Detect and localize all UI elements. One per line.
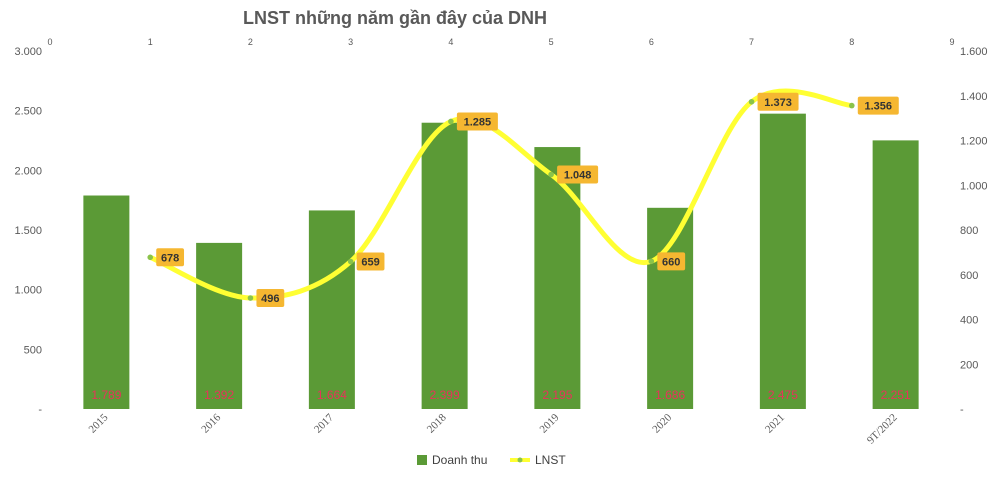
left-tick-label: 3.000 <box>14 46 42 58</box>
lnst-value-label: 1.373 <box>764 97 792 109</box>
lnst-value-label: 1.048 <box>564 170 592 182</box>
category-label: 2021 <box>763 412 787 436</box>
legend-label-doanh-thu: Doanh thu <box>432 453 487 467</box>
lnst-point <box>448 118 454 125</box>
lnst-label-box <box>356 252 385 271</box>
bar-data-labels: 1.789 1.392 1.664 2.399 2.195 1.686 2.475 2.251 <box>91 388 911 402</box>
bar-value-label: 2.195 <box>542 388 572 402</box>
bar-value-label: 2.475 <box>768 388 798 402</box>
top-tick-label: 3 <box>348 37 353 47</box>
top-tick-label: 9 <box>949 37 954 47</box>
left-tick-label: 2.500 <box>14 106 42 118</box>
bar-value-label: 1.789 <box>91 388 121 402</box>
right-tick-label: 1.000 <box>960 180 988 192</box>
bar <box>196 242 243 409</box>
bar <box>308 210 355 409</box>
top-tick-label: 4 <box>448 37 453 47</box>
bar-value-label: 2.399 <box>430 388 460 402</box>
top-tick-label: 8 <box>849 37 854 47</box>
top-x-axis: 0 1 2 3 4 5 6 7 8 9 <box>47 37 954 47</box>
right-tick-label: 600 <box>960 270 978 282</box>
lnst-point <box>748 98 755 105</box>
top-tick-label: 6 <box>649 37 654 47</box>
left-tick-label: 500 <box>24 344 42 356</box>
lnst-value-label: 660 <box>662 256 680 268</box>
lnst-point <box>347 258 354 265</box>
right-tick-label: - <box>960 404 964 416</box>
top-tick-label: 5 <box>549 37 554 47</box>
right-tick-label: 1.400 <box>960 91 988 103</box>
left-tick-label: 1.500 <box>14 225 42 237</box>
category-label: 2019 <box>537 411 561 435</box>
category-axis-labels: 2015 2016 2017 2018 2019 2020 2021 9T/2022 <box>86 411 899 446</box>
right-tick-label: 800 <box>960 225 978 237</box>
category-label: 2020 <box>650 411 674 435</box>
lnst-label-box <box>657 252 686 271</box>
left-y-axis: 3.000 2.500 2.000 1.500 1.000 500 - <box>14 46 42 416</box>
bar <box>534 147 581 409</box>
left-tick-label: 2.000 <box>14 165 42 177</box>
lnst-label-box <box>256 289 285 308</box>
bar <box>759 113 806 410</box>
legend-swatch-doanh-thu <box>417 455 427 465</box>
lnst-point <box>848 102 855 109</box>
lnst-value-label: 678 <box>161 252 179 264</box>
lnst-value-label: 496 <box>261 293 279 305</box>
lnst-point <box>548 171 554 178</box>
bar <box>872 140 919 409</box>
line-data-labels: 678 496 659 1.285 1.048 660 1.373 1.356 <box>156 92 899 308</box>
category-label: 2015 <box>86 411 110 435</box>
left-tick-label: - <box>38 404 42 416</box>
lnst-point <box>247 295 254 301</box>
top-tick-label: 1 <box>148 37 153 47</box>
lnst-line <box>147 88 855 301</box>
lnst-value-label: 1.356 <box>865 101 893 113</box>
top-tick-label: 7 <box>749 37 754 47</box>
top-tick-label: 0 <box>47 37 52 47</box>
category-label: 9T/2022 <box>865 412 900 447</box>
lnst-label-box <box>757 92 799 111</box>
bar-value-label: 1.392 <box>204 388 234 402</box>
lnst-point <box>147 254 154 261</box>
right-tick-label: 1.200 <box>960 136 988 148</box>
bar <box>647 207 694 409</box>
bar-value-label: 2.251 <box>881 388 911 402</box>
chart-title: LNST những năm gần đây của DNH <box>242 8 548 28</box>
bar <box>421 122 468 409</box>
lnst-label-box <box>456 112 498 131</box>
category-label: 2018 <box>425 411 449 435</box>
lnst-label-box <box>557 165 599 184</box>
lnst-value-label: 659 <box>361 257 379 269</box>
top-tick-label: 2 <box>248 37 253 47</box>
category-label: 2016 <box>199 411 223 435</box>
line-series-lnst <box>147 88 855 301</box>
bar-series-doanh-thu <box>83 113 919 410</box>
lnst-value-label: 1.285 <box>464 116 492 128</box>
bar-value-label: 1.686 <box>655 388 685 402</box>
lnst-point <box>648 258 655 265</box>
lnst-label-box <box>156 248 185 267</box>
legend-label-lnst: LNST <box>535 453 566 467</box>
right-y-axis: 1.600 1.400 1.200 1.000 800 600 400 200 - <box>960 46 988 416</box>
left-tick-label: 1.000 <box>14 285 42 297</box>
lnst-label-box <box>857 96 899 115</box>
legend: Doanh thu LNST <box>417 453 566 467</box>
bar-value-label: 1.664 <box>317 388 347 402</box>
legend-marker-lnst <box>517 457 523 463</box>
right-tick-label: 1.600 <box>960 46 988 58</box>
bar <box>83 195 130 409</box>
right-tick-label: 400 <box>960 315 978 327</box>
category-label: 2017 <box>312 411 336 435</box>
right-tick-label: 200 <box>960 359 978 371</box>
